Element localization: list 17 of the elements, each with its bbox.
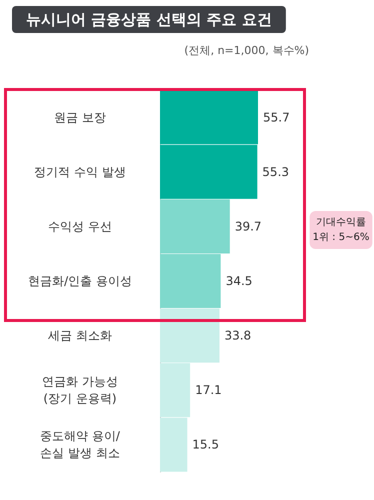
- chart-subtitle: (전체, n=1,000, 복수%): [184, 44, 309, 57]
- text: 기대수익률 1위 : 5~6%: [312, 217, 370, 243]
- data-label: 33.8: [224, 328, 252, 343]
- data-label: 39.7: [234, 219, 262, 234]
- y-tick-label: 세금 최소화: [48, 328, 112, 343]
- y-tick-label: 정기적 수익 발생: [34, 164, 126, 179]
- data-label: 55.7: [263, 110, 290, 124]
- y-tick-label: 연금화 가능성 (장기 운용력): [42, 374, 118, 406]
- data-label: 17.1: [195, 383, 222, 398]
- chart-title: 뉴시니어 금융상품 선택의 주요 요건: [26, 10, 272, 28]
- data-label: 34.5: [226, 274, 252, 288]
- data-label: 15.5: [192, 438, 219, 452]
- y-tick-label: 원금 보장: [54, 110, 106, 124]
- data-label: 55.3: [262, 164, 290, 179]
- y-tick-label: 현금화/인출 용이성: [28, 274, 132, 288]
- y-tick-label: 중도해약 용이/ 손실 발생 최소: [40, 429, 121, 460]
- y-tick-label: 수익성 우선: [48, 219, 112, 234]
